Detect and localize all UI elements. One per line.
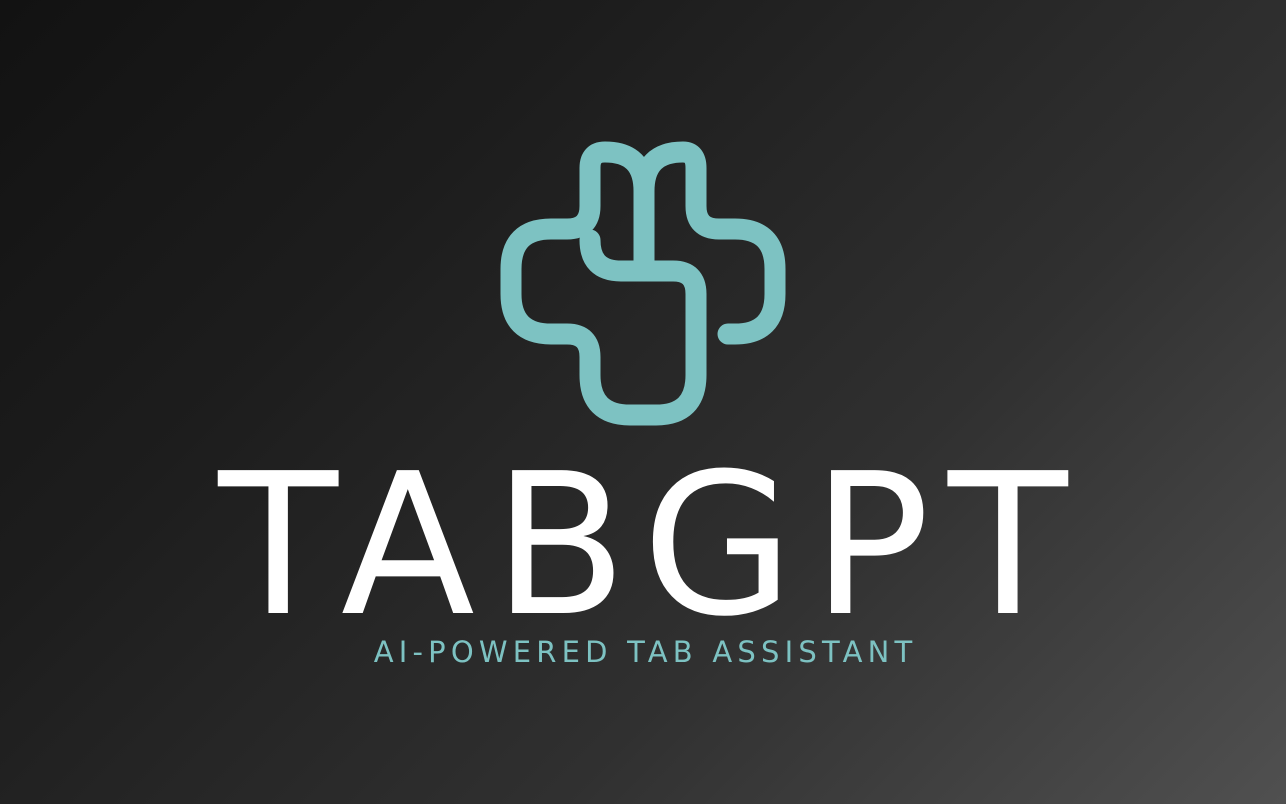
app-tagline: AI-POWERED TAB ASSISTANT: [373, 635, 918, 669]
logo-inner-stroke: [633, 141, 786, 345]
interlocking-cross-icon: [498, 140, 788, 426]
app-title: TABGPT: [218, 432, 1086, 660]
logo-outer-stroke: [500, 141, 707, 426]
